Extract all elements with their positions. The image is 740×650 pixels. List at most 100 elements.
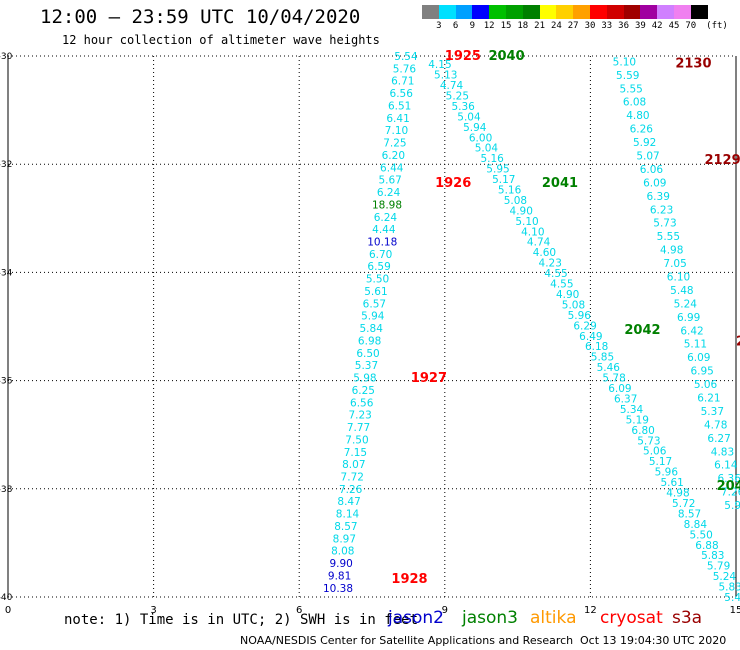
swh-value: 5.06: [643, 446, 667, 458]
chart-points: 5.545.766.716.566.516.417.107.256.206.44…: [323, 51, 740, 604]
swh-value: 5.04: [475, 143, 499, 155]
swh-value: 6.56: [390, 88, 414, 100]
swh-value: 5.95: [486, 164, 509, 176]
swh-value: 5.72: [672, 498, 695, 510]
satellite-jason2: jason2: [388, 608, 444, 628]
color-swatch: [690, 5, 708, 19]
swh-value: 6.09: [608, 383, 631, 395]
swh-value: 5.16: [480, 153, 504, 165]
swh-value: 6.99: [677, 312, 700, 324]
swh-value: 5.85: [591, 352, 614, 364]
color-swatch: [455, 5, 473, 19]
swh-value: 6.23: [650, 204, 673, 216]
swh-value: 5.61: [364, 286, 387, 298]
color-scale-label: 6: [452, 21, 459, 31]
swh-value: 6.42: [680, 325, 703, 337]
swh-value: 5.59: [616, 70, 639, 82]
swh-value: 5.73: [637, 435, 660, 447]
swh-value: 7.05: [663, 258, 686, 270]
swh-value: 5.78: [602, 373, 625, 385]
note-text: note: 1) Time is in UTC; 2) SWH is in fe…: [64, 612, 419, 628]
swh-value: 6.71: [391, 76, 414, 88]
swh-value: 5.83: [701, 550, 724, 562]
x-tick-label: 3: [150, 605, 156, 616]
swh-value: 4.15: [428, 59, 451, 71]
swh-value: 7.72: [341, 471, 364, 483]
swh-value: 5.24: [674, 298, 698, 310]
swh-value: 6.14: [714, 460, 738, 472]
x-tick-label: 9: [442, 605, 448, 616]
chart-time-labels: 1925 2040 2130 1926 2041 2129 2042 21 1927 2043 19…: [391, 49, 740, 587]
color-swatch: [505, 5, 523, 19]
swh-value: 6.88: [695, 540, 718, 552]
color-swatch: [556, 5, 574, 19]
swh-value: 5.19: [626, 414, 649, 426]
swh-value: 5.36: [451, 101, 475, 113]
color-swatch: [623, 5, 641, 19]
swh-value: 5.96: [568, 310, 592, 322]
swh-value: 5.08: [504, 195, 527, 207]
color-scale-label: 12: [483, 21, 495, 31]
y-tick-label: -30: [0, 52, 13, 62]
pass-time-label: 1928: [391, 572, 427, 587]
swh-value: 6.59: [367, 261, 390, 273]
swh-value: 7.26: [339, 484, 363, 496]
swh-value: 6.06: [640, 164, 664, 176]
swh-value: 5.67: [378, 175, 401, 187]
chart-ticks: 0 3 6 9 12 15 -30 -32 -34 -36 -38 -40: [0, 52, 740, 616]
color-swatch: [673, 5, 691, 19]
swh-value: 4.98: [660, 245, 683, 257]
swh-value: 6.36: [718, 473, 740, 485]
y-tick-label: -38: [0, 485, 13, 495]
swh-value: 5.84: [360, 323, 384, 335]
swh-value: 7.23: [348, 410, 371, 422]
color-swatch: [606, 5, 624, 19]
color-scale-legend: (ft) 3 6 9 12 15 18 21 24 27 30 33 36 39 42 45 70: [422, 5, 732, 33]
y-tick-label: -32: [0, 160, 12, 170]
swh-value: 7.15: [344, 447, 367, 459]
pass-time-label: 2040: [488, 49, 524, 64]
pass-time-label: 2130: [675, 56, 711, 71]
swh-value: 5.96: [655, 467, 679, 479]
swh-value: 6.49: [579, 331, 602, 343]
swh-value: 4.98: [666, 488, 689, 500]
y-tick-label: -34: [0, 268, 13, 278]
swh-value: 8.84: [684, 519, 708, 531]
pass-time-label: 1926: [435, 176, 471, 191]
pass-time-label: 1927: [411, 371, 447, 386]
swh-value: 6.51: [388, 100, 411, 112]
swh-value: 5.48: [670, 285, 693, 297]
swh-value: 5.50: [689, 529, 712, 541]
color-swatch: [422, 5, 439, 19]
swh-value: 4.74: [440, 80, 464, 92]
color-swatch: [589, 5, 607, 19]
color-swatch: [489, 5, 506, 19]
swh-value: 4.55: [550, 279, 573, 291]
x-tick-label: 0: [5, 605, 11, 616]
swh-value: 5.94: [463, 122, 487, 134]
swh-value: 5.04: [457, 111, 481, 123]
swh-value: 8.97: [333, 533, 356, 545]
swh-value: 5.11: [684, 339, 707, 351]
swh-value: 5.61: [660, 477, 683, 489]
color-swatch: [657, 5, 674, 19]
swh-value: 4.90: [510, 205, 533, 217]
swh-value: 6.44: [380, 162, 404, 174]
color-swatch: [438, 5, 456, 19]
color-scale-label: 70: [685, 21, 697, 31]
swh-value: 8.57: [334, 521, 357, 533]
swh-value: 6.26: [630, 124, 654, 136]
swh-value: 5.98: [353, 373, 376, 385]
swh-value: 8.47: [337, 496, 360, 508]
swh-value: 6.29: [573, 320, 596, 332]
color-scale-label: 30: [584, 21, 596, 31]
color-scale-label: 39: [634, 21, 646, 31]
page-subtitle: 12 hour collection of altimeter wave hei…: [62, 33, 380, 47]
color-scale-label: 24: [550, 21, 562, 31]
swh-value: 8.14: [336, 509, 360, 521]
swh-value: 6.41: [386, 113, 409, 125]
swh-value: 5.50: [366, 274, 389, 286]
swh-value: 6.10: [667, 271, 690, 283]
swh-value: 5.34: [620, 404, 644, 416]
